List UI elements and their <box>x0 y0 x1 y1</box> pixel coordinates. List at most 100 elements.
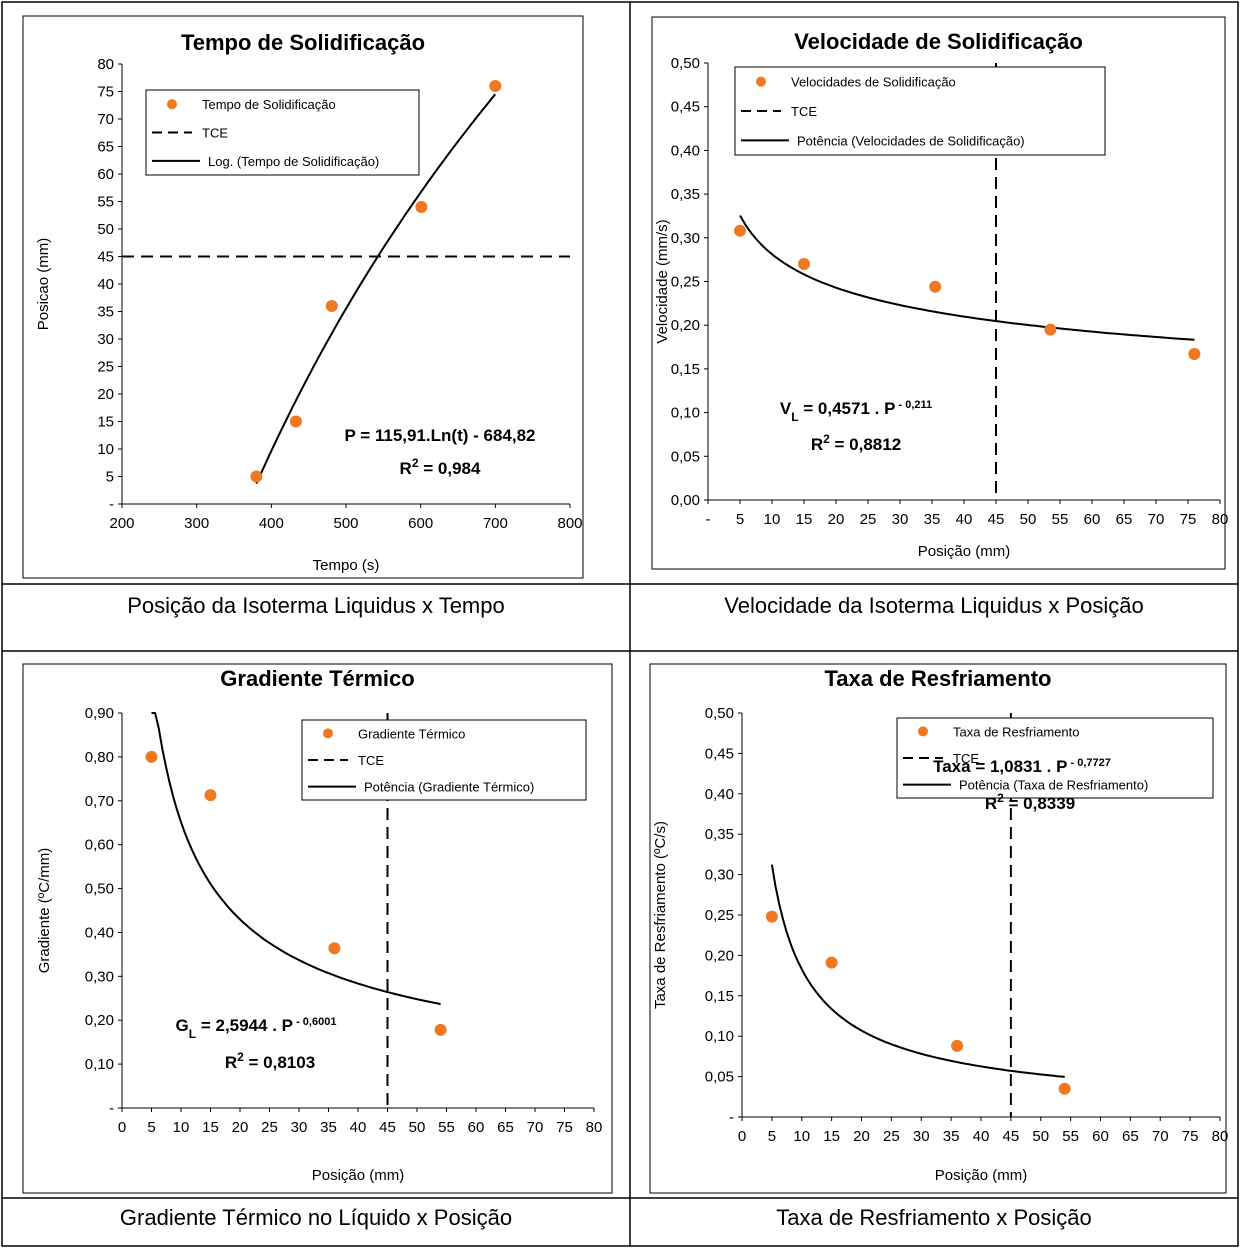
x-tick-label: 55 <box>1062 1128 1079 1145</box>
y-tick-label: 15 <box>97 414 114 431</box>
x-tick-label: 30 <box>913 1128 930 1145</box>
x-tick-label: 60 <box>1092 1128 1109 1145</box>
equation-var: V <box>780 399 792 418</box>
y-tick-label: 0,40 <box>705 786 734 803</box>
equation-body: = 1,0831 . P <box>971 757 1068 776</box>
y-tick-label: 0,30 <box>671 230 700 247</box>
legend-marker <box>323 728 333 739</box>
chart-frame <box>651 16 1226 570</box>
y-tick-label: 0,60 <box>85 837 114 854</box>
fit-curve <box>255 93 497 485</box>
y-tick-label: 0,05 <box>705 1069 734 1086</box>
chart-title: Gradiente Térmico <box>220 666 414 691</box>
x-tick-label: 65 <box>497 1119 514 1136</box>
x-tick-label: 300 <box>184 515 209 532</box>
y-tick-label: 0,35 <box>705 826 734 843</box>
y-tick-label: 70 <box>97 111 114 128</box>
y-tick-label: 25 <box>97 359 114 376</box>
data-point <box>765 910 778 923</box>
x-axis-title: Posição (mm) <box>918 543 1011 560</box>
x-tick-label: 80 <box>1212 511 1229 528</box>
x-tick-label: 0 <box>118 1119 126 1136</box>
x-tick-label: 50 <box>1032 1128 1049 1145</box>
y-tick-label: 0,40 <box>671 142 700 159</box>
x-tick-label: 60 <box>1084 511 1101 528</box>
data-point <box>204 789 217 802</box>
y-tick-label: 0,50 <box>671 55 700 72</box>
data-point <box>1058 1082 1071 1095</box>
y-tick-label: 50 <box>97 221 114 238</box>
x-tick-label: 70 <box>1148 511 1165 528</box>
y-tick-label: 0,20 <box>85 1012 114 1029</box>
fit-curve <box>151 712 441 1006</box>
y-tick-label: 0,90 <box>85 705 114 722</box>
x-axis-title: Posição (mm) <box>935 1167 1028 1184</box>
r-squared-text: R2 = 0,984 <box>400 456 481 478</box>
x-tick-label: 15 <box>202 1119 219 1136</box>
data-point <box>825 956 838 969</box>
y-tick-label: 0,00 <box>671 492 700 509</box>
y-tick-label: 0,25 <box>671 274 700 291</box>
r-squared-value: = 0,8812 <box>830 435 901 454</box>
chart-frame <box>649 663 1227 1194</box>
x-tick-label: 30 <box>291 1119 308 1136</box>
legend-entry: Taxa de Resfriamento <box>953 724 1079 739</box>
y-tick-label: 0,80 <box>85 749 114 766</box>
fit-curve <box>739 214 1195 341</box>
x-tick-label: 55 <box>438 1119 455 1136</box>
data-point <box>415 201 428 213</box>
legend-marker <box>167 99 177 110</box>
y-axis-title: Velocidade (mm/s) <box>654 219 671 343</box>
y-tick-label: 35 <box>97 304 114 321</box>
x-tick-label: 75 <box>1182 1128 1199 1145</box>
r-squared-value: = 0,8103 <box>244 1053 315 1072</box>
legend-marker <box>756 76 766 87</box>
x-tick-label: 5 <box>147 1119 155 1136</box>
x-tick-label: 20 <box>828 511 845 528</box>
x-tick-label: 40 <box>956 511 973 528</box>
y-tick-label: 0,45 <box>705 745 734 762</box>
y-tick-label: 0,10 <box>671 405 700 422</box>
y-tick-label: - <box>109 1100 114 1117</box>
x-tick-label: 35 <box>943 1128 960 1145</box>
x-tick-label: 200 <box>109 515 134 532</box>
legend-entry: Potência (Velocidades de Solidificação) <box>797 133 1025 148</box>
y-axis-title: Gradiente (ºC/mm) <box>36 848 53 974</box>
legend-marker <box>918 726 928 737</box>
x-tick-label: 400 <box>259 515 284 532</box>
r-squared-text: R2 = 0,8812 <box>811 432 901 454</box>
y-tick-label: - <box>109 496 114 513</box>
x-tick-label: 15 <box>823 1128 840 1145</box>
caption-gradiente-termico: Gradiente Térmico no Líquido x Posição <box>119 1205 513 1230</box>
legend-entry: TCE <box>202 126 228 141</box>
data-point <box>489 80 502 92</box>
chart-frame <box>22 15 584 579</box>
caption-velocidade-isoterma: Velocidade da Isoterma Liquidus x Posiçã… <box>724 593 1144 618</box>
data-point <box>734 224 746 237</box>
y-tick-label: 0,50 <box>705 705 734 722</box>
chart-frame <box>22 663 613 1194</box>
x-tick-label: 500 <box>333 515 358 532</box>
x-tick-label: 80 <box>586 1119 603 1136</box>
equation-text: VL = 0,4571 . P - 0,211 <box>780 399 932 424</box>
x-tick-label: 75 <box>1180 511 1197 528</box>
y-axis-title: Taxa de Resfriamento (ºC/s) <box>652 821 669 1009</box>
y-tick-label: 75 <box>97 84 114 101</box>
equation-text: P = 115,91.Ln(t) - 684,82 <box>344 426 535 445</box>
equation-exponent: - 0,211 <box>895 399 932 411</box>
x-tick-label: 50 <box>1020 511 1037 528</box>
x-tick-label: 35 <box>924 511 941 528</box>
y-tick-label: 30 <box>97 331 114 348</box>
y-tick-label: 10 <box>97 441 114 458</box>
y-tick-label: 45 <box>97 249 114 266</box>
y-tick-label: 0,25 <box>705 907 734 924</box>
x-tick-label: 60 <box>468 1119 485 1136</box>
x-tick-label: 45 <box>379 1119 396 1136</box>
y-tick-label: 0,20 <box>705 947 734 964</box>
y-tick-label: 0,50 <box>85 881 114 898</box>
fit-curve <box>770 864 1065 1078</box>
legend-entry: Potência (Gradiente Térmico) <box>364 780 534 795</box>
x-tick-label: 55 <box>1052 511 1069 528</box>
